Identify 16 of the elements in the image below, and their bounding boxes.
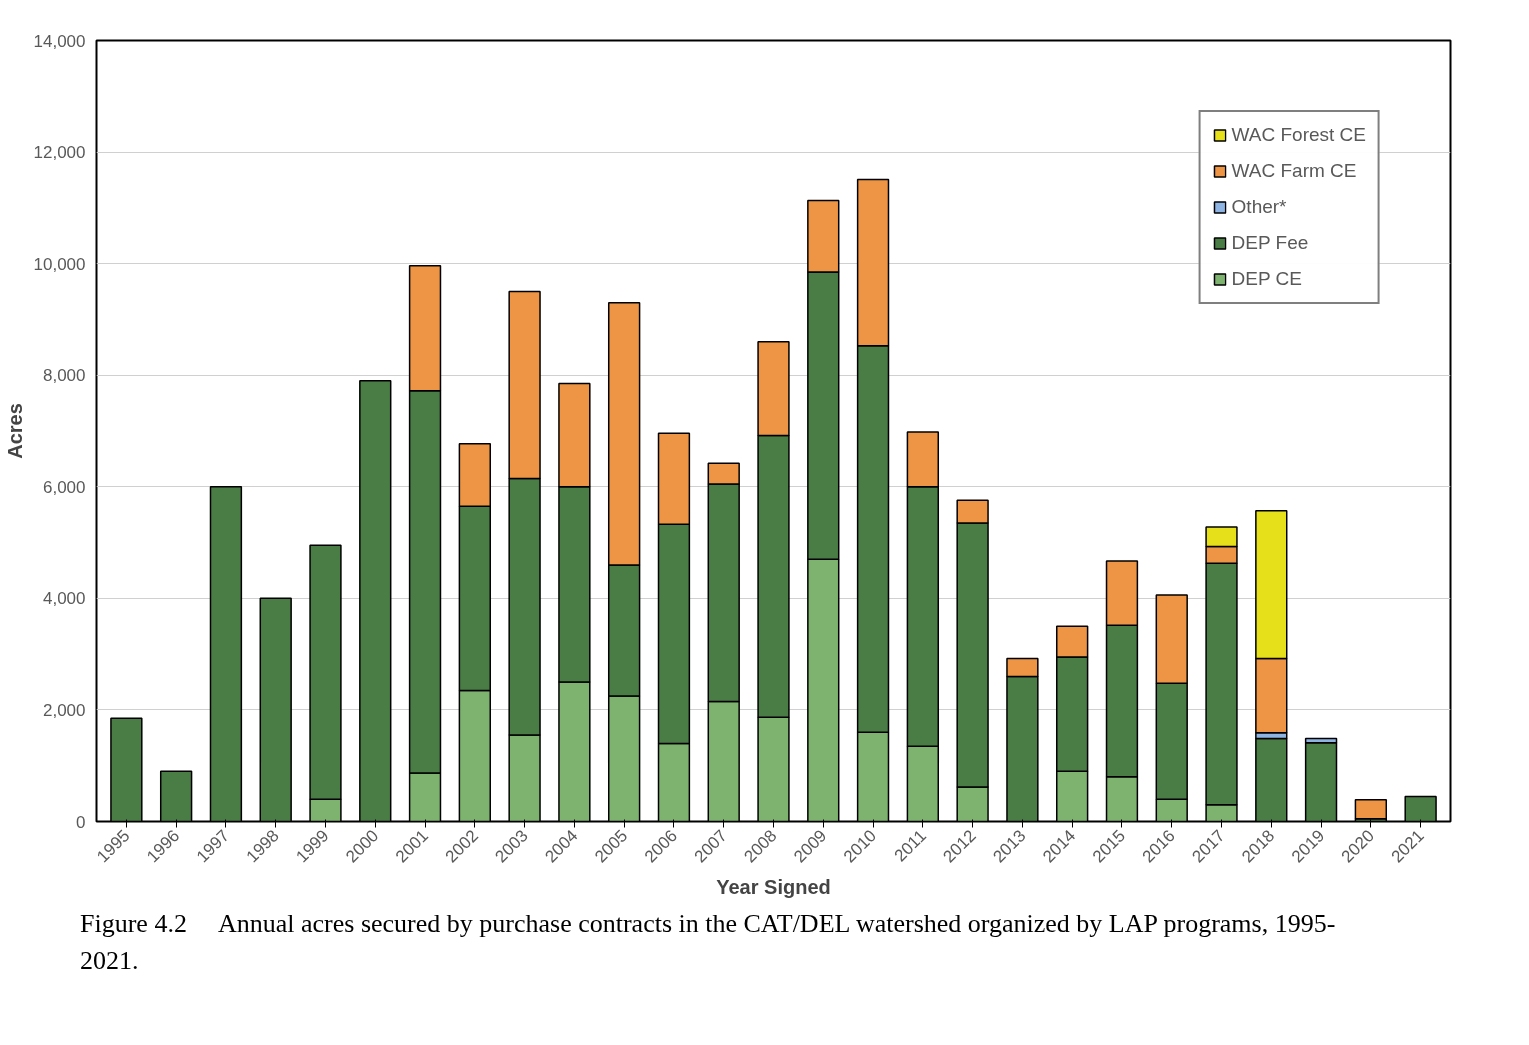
y-tick-label: 2,000 [42,700,86,720]
y-tick-label: 10,000 [33,254,86,274]
legend-label: Other* [1231,196,1287,218]
y-tick-label: 8,000 [42,366,86,386]
y-tick-label: 14,000 [33,31,86,51]
legend-label: DEP CE [1231,268,1302,290]
y-axis-title: Acres [3,403,26,459]
y-tick-label: 4,000 [42,589,86,609]
legend-label: DEP Fee [1231,232,1309,254]
legend-label: WAC Forest CE [1231,124,1366,146]
legend-label: WAC Farm CE [1231,160,1357,182]
caption: Figure 4.2 Annual acres secured by purchase contracts in the CAT/DEL watershed organized by LAP programs, 1995-2021. [80,908,1337,978]
x-axis-title: Year Signed [716,875,831,898]
y-tick-label: 6,000 [42,477,86,497]
y-tick-label: 12,000 [33,143,86,163]
y-tick-label: 0 [76,812,86,832]
